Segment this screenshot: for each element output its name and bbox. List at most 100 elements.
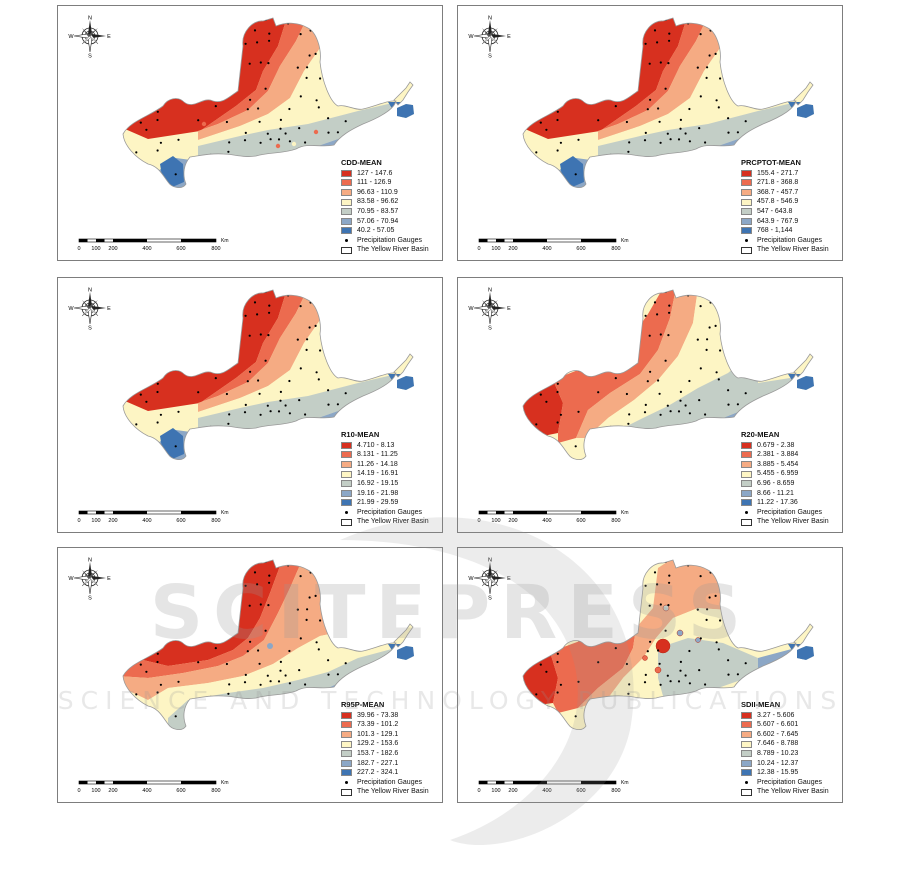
gauge-point [656, 41, 659, 44]
gauge-point [213, 338, 217, 341]
legend-class-row: 11.22 - 17.36 [741, 498, 842, 508]
gauge-point [728, 174, 731, 177]
scale-tick-100: 100 [491, 788, 500, 794]
gauge-point [288, 140, 291, 143]
gauge-point [156, 729, 159, 730]
gauge-point [574, 21, 577, 24]
gauge-point [374, 671, 377, 674]
gauge-point [628, 595, 631, 598]
gauge-point [577, 138, 580, 141]
legend-gauges-label: Precipitation Gauges [757, 236, 822, 244]
legend-class-label: 153.7 - 182.6 [357, 749, 399, 757]
gauge-point [704, 683, 707, 686]
gauge-point [139, 121, 142, 124]
gauge-point [314, 324, 317, 327]
gauge-point [368, 413, 371, 416]
gauge-point [215, 345, 218, 348]
class-zone-4 [598, 18, 758, 146]
legend-class-row: 11.26 - 14.18 [341, 460, 442, 470]
gauge-point [344, 574, 347, 577]
gauge-point [717, 648, 720, 651]
scale-tick-800: 800 [211, 788, 220, 794]
legend-class-row: 457.8 - 546.9 [741, 197, 842, 207]
legend-class-label: 5.607 - 6.601 [757, 721, 799, 729]
gauge-point [209, 717, 212, 720]
legend-gauges-label: Precipitation Gauges [357, 778, 422, 786]
gauge-point [258, 120, 261, 123]
gauge-point [298, 399, 301, 402]
gauge-point [215, 359, 218, 362]
legend-class-row: 271.8 - 368.8 [741, 178, 842, 188]
gauge-point [377, 335, 380, 339]
gauge-point [304, 141, 307, 144]
gauge-point [768, 413, 771, 416]
gauge-point [136, 346, 140, 349]
gauge-point [235, 603, 239, 606]
gauge-point [628, 53, 631, 56]
gauge-point [228, 325, 231, 328]
gauge-point [524, 99, 527, 102]
gauge-point [646, 380, 649, 383]
scale-unit: Km [621, 510, 629, 516]
gauge-point [539, 393, 542, 396]
class-zone-7 [388, 644, 414, 660]
gauge-point [243, 411, 247, 414]
gauge-point [646, 108, 649, 111]
legend-classes: 127 - 147.6 111 - 126.9 96.63 - 110.9 83.58… [341, 169, 442, 236]
legend-swatch [741, 441, 752, 449]
gauge-point [537, 561, 540, 564]
gauge-point [597, 661, 600, 664]
gauge-point [688, 107, 691, 111]
legend-basin-label: The Yellow River Basin [357, 246, 429, 254]
gauge-point [535, 423, 538, 426]
compass-w-label: W [468, 34, 474, 40]
gauge-point [677, 410, 681, 413]
gauge-point [258, 392, 261, 395]
gauge-point [594, 290, 598, 292]
gauge-dot-icon [341, 779, 352, 786]
class-zone-2 [550, 628, 636, 713]
legend-class-label: 19.16 - 21.98 [357, 489, 399, 497]
gauge-point [334, 582, 337, 585]
legend-swatch [341, 759, 352, 767]
gauge-point [257, 172, 260, 176]
gauge-point [244, 42, 247, 45]
gauge-point [613, 608, 617, 611]
gauge-point [136, 454, 139, 457]
gauge-point [653, 301, 657, 304]
gauge-point [135, 651, 138, 654]
gauge-point [305, 618, 308, 621]
gauge-point [556, 110, 559, 113]
legend-swatch [341, 198, 352, 206]
gauge-point [138, 161, 141, 164]
gauge-point [124, 379, 127, 382]
gauge-point [305, 348, 308, 351]
gauge-point [306, 608, 309, 611]
legend-swatch [741, 731, 752, 739]
gauge-point [328, 174, 331, 177]
gauge-point [606, 560, 609, 563]
gauge-point [377, 63, 380, 67]
scale-unit: Km [221, 510, 229, 516]
gauge-point [648, 604, 651, 607]
gauge-point [535, 109, 538, 112]
gauge-point [699, 705, 702, 708]
gauge-point [217, 728, 220, 730]
gauge-point [679, 390, 682, 393]
gauge-point [596, 716, 599, 719]
basin-map [522, 559, 814, 730]
compass-s-label: S [88, 54, 92, 59]
gauge-point [349, 640, 352, 643]
gauge-point [649, 640, 652, 643]
gauge-point [768, 141, 771, 144]
gauge-point [365, 73, 368, 76]
gauge-point [646, 564, 649, 567]
legend-swatch [741, 721, 752, 729]
gauge-point [199, 305, 203, 308]
compass-rose: N S E W [468, 556, 512, 602]
map-panel-r95p: N S E W R95P-MEAN 39.96 - 73.38 73.39 - 1… [57, 547, 443, 803]
gauge-point [144, 54, 147, 57]
gauge-point [197, 726, 201, 729]
gauge-point [699, 423, 702, 426]
gauge-point [625, 662, 628, 666]
